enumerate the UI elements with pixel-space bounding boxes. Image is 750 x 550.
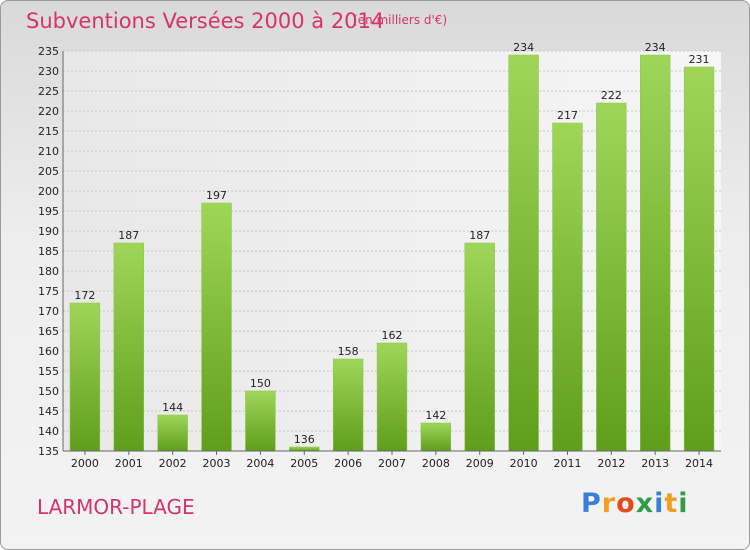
bar-value-label: 158 <box>338 345 359 358</box>
x-tick-label: 2013 <box>641 457 669 470</box>
y-tick-label: 210 <box>38 145 59 158</box>
x-tick-label: 2001 <box>115 457 143 470</box>
y-tick-label: 225 <box>38 85 59 98</box>
logo-letter: i <box>678 488 689 519</box>
x-tick-label: 2012 <box>597 457 625 470</box>
bar-value-label: 150 <box>250 377 271 390</box>
y-tick-label: 215 <box>38 125 59 138</box>
bar <box>157 414 188 452</box>
bar <box>69 302 101 452</box>
bar <box>464 242 495 452</box>
y-tick-label: 165 <box>38 325 59 338</box>
bar-value-label: 234 <box>645 41 666 54</box>
bar-value-label: 222 <box>601 89 622 102</box>
y-tick-label: 175 <box>38 285 59 298</box>
y-tick-label: 190 <box>38 225 59 238</box>
y-tick-label: 235 <box>38 45 59 58</box>
logo-letter: o <box>616 488 636 519</box>
y-tick-label: 220 <box>38 105 59 118</box>
y-tick-label: 170 <box>38 305 59 318</box>
x-tick-label: 2005 <box>290 457 318 470</box>
y-tick-label: 135 <box>38 445 59 458</box>
bar <box>640 54 671 452</box>
x-tick-label: 2004 <box>246 457 274 470</box>
proxiti-logo: Proxiti <box>581 488 689 519</box>
chart-title: Subventions Versées 2000 à 2014 <box>26 9 385 33</box>
bar <box>289 446 320 452</box>
x-tick-label: 2006 <box>334 457 362 470</box>
x-tick-label: 2014 <box>685 457 713 470</box>
bar <box>683 66 715 452</box>
bar-value-label: 142 <box>425 409 446 422</box>
bar <box>552 122 583 452</box>
bar <box>420 422 452 452</box>
bar <box>332 358 364 452</box>
y-tick-label: 200 <box>38 185 59 198</box>
y-tick-label: 150 <box>38 385 59 398</box>
bar <box>596 102 627 452</box>
bar-value-label: 197 <box>206 189 227 202</box>
x-tick-label: 2003 <box>203 457 231 470</box>
bar-value-label: 187 <box>469 229 490 242</box>
x-tick-label: 2009 <box>466 457 494 470</box>
bar <box>245 390 276 452</box>
y-tick-label: 145 <box>38 405 59 418</box>
y-tick-label: 180 <box>38 265 59 278</box>
bar-value-label: 231 <box>689 53 710 66</box>
y-tick-label: 230 <box>38 65 59 78</box>
y-tick-label: 195 <box>38 205 59 218</box>
y-tick-label: 205 <box>38 165 59 178</box>
x-tick-label: 2002 <box>159 457 187 470</box>
y-tick-label: 155 <box>38 365 59 378</box>
logo-letter: P <box>581 488 602 519</box>
bar-value-label: 144 <box>162 401 183 414</box>
bar <box>508 54 539 452</box>
bar-value-label: 136 <box>294 433 315 446</box>
x-tick-label: 2010 <box>510 457 538 470</box>
chart-subtitle: (en milliers d'€) <box>353 13 448 27</box>
bar <box>376 342 408 452</box>
logo-letter: i <box>654 488 665 519</box>
logo-letter: t <box>664 488 679 519</box>
y-tick-label: 185 <box>38 245 59 258</box>
x-tick-label: 2000 <box>71 457 99 470</box>
bar <box>113 242 144 452</box>
x-tick-label: 2007 <box>378 457 406 470</box>
y-tick-label: 160 <box>38 345 59 358</box>
town-name: LARMOR-PLAGE <box>37 495 195 519</box>
y-tick-label: 140 <box>38 425 59 438</box>
x-tick-label: 2011 <box>553 457 581 470</box>
logo-letter: x <box>635 488 655 519</box>
bar-value-label: 217 <box>557 109 578 122</box>
logo-letter: r <box>601 488 617 519</box>
bar-value-label: 234 <box>513 41 534 54</box>
bar <box>201 202 232 452</box>
x-tick-label: 2008 <box>422 457 450 470</box>
bar-value-label: 162 <box>382 329 403 342</box>
bar-value-label: 172 <box>74 289 95 302</box>
bar-value-label: 187 <box>118 229 139 242</box>
